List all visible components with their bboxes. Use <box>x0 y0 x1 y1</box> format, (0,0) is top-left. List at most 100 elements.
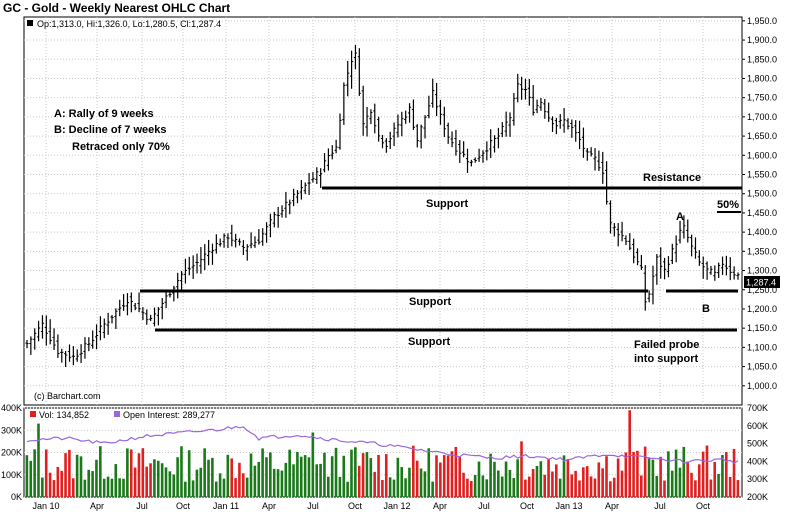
volume-bar <box>218 473 222 497</box>
ohlc-bar <box>380 135 385 149</box>
ohlc-bar <box>531 85 535 116</box>
volume-bar <box>651 459 655 497</box>
ohlc-bar <box>446 122 450 144</box>
volume-bar <box>187 450 191 497</box>
ohlc-bar <box>628 233 632 251</box>
volume-bar <box>396 457 400 497</box>
ohlc-bar <box>442 106 446 138</box>
ohlc-bar <box>295 190 300 204</box>
ohlc-bar <box>172 285 176 302</box>
volume-bar <box>214 481 218 497</box>
ohlc-bar <box>388 131 392 150</box>
ohlc-bar <box>33 328 37 350</box>
ohlc-bar <box>396 114 400 138</box>
ohlc-bar <box>377 116 381 142</box>
oi-legend-swatch <box>114 411 120 417</box>
volume-bar <box>392 479 396 497</box>
volume-bar <box>381 480 384 497</box>
volume-bar <box>99 446 102 497</box>
ohlc-bar <box>438 99 443 125</box>
ohlc-bar <box>558 114 562 129</box>
ohlc-bar <box>191 255 195 279</box>
ohlc-bar <box>400 111 404 137</box>
volume-bar <box>129 449 133 497</box>
volume-bar <box>717 473 720 497</box>
volume-bar <box>272 468 276 497</box>
volume-bar <box>102 478 106 497</box>
price-tick-label: 1,250.0 <box>747 285 777 295</box>
volume-bar <box>655 475 659 497</box>
volume-bar <box>667 451 670 497</box>
x-tick-label: Oct <box>696 501 711 511</box>
ohlc-readout-marker <box>27 20 33 26</box>
ohlc-bar <box>268 213 273 238</box>
x-tick-label: Jul <box>307 501 319 511</box>
ohlc-bar <box>570 119 574 138</box>
ohlc-bar <box>187 256 191 276</box>
volume-bar <box>249 453 253 497</box>
volume-bar <box>419 468 423 497</box>
ohlc-bar <box>473 157 477 163</box>
volume-bar <box>234 478 237 497</box>
price-tick-label: 1,500.0 <box>747 189 777 199</box>
volume-bar <box>415 460 419 497</box>
ohlc-bar <box>520 76 524 100</box>
volume-bar <box>412 445 415 497</box>
annotation-support-mid: Support <box>409 296 451 308</box>
volume-bar <box>133 467 137 497</box>
ohlc-bar <box>64 350 68 368</box>
ohlc-bar <box>697 250 701 266</box>
ohlc-bar <box>94 324 99 350</box>
ohlc-bar <box>253 236 257 248</box>
ohlc-bar <box>701 256 705 279</box>
ohlc-bar <box>732 266 736 280</box>
volume-bar <box>728 477 732 497</box>
last-price-tag-box <box>744 276 780 288</box>
volume-bar <box>180 446 183 497</box>
ohlc-bar <box>427 95 431 119</box>
ohlc-bar <box>249 232 253 249</box>
ohlc-bar <box>110 315 114 324</box>
volume-bar <box>327 476 330 497</box>
ohlc-bar <box>349 50 354 89</box>
ohlc-bar <box>230 224 234 247</box>
volume-bar <box>454 446 458 497</box>
volume-bar <box>466 478 469 497</box>
volume-bar <box>311 432 315 497</box>
volume-bar <box>520 441 523 497</box>
ohlc-bar <box>724 255 729 276</box>
volume-bar <box>41 477 44 497</box>
volume-bar <box>299 456 303 497</box>
oi-tick-label: 400K <box>747 456 768 466</box>
volume-bar <box>500 476 504 497</box>
ohlc-bar <box>574 120 578 142</box>
price-tick-label: 1,000.0 <box>747 381 777 391</box>
ohlc-bar <box>585 148 589 161</box>
ohlc-bar <box>145 309 149 325</box>
volume-bar <box>265 457 268 497</box>
volume-bar <box>373 471 376 497</box>
x-tick-label: Jan 12 <box>383 501 410 511</box>
volume-bar <box>686 461 689 497</box>
ohlc-bar <box>465 148 470 173</box>
volume-bar <box>52 480 56 497</box>
price-tick-label: 1,400.0 <box>747 227 777 237</box>
volume-bar <box>732 448 736 497</box>
ohlc-bar <box>361 85 365 136</box>
volume-bar <box>83 479 87 497</box>
ohlc-bar <box>98 316 103 341</box>
ohlc-bar <box>156 307 160 326</box>
ohlc-bar <box>56 334 60 358</box>
ohlc-bar <box>133 302 137 311</box>
ohlc-bar <box>203 244 207 271</box>
volume-bar <box>319 463 322 497</box>
volume-bar <box>589 476 593 497</box>
x-tick-label: Jul <box>136 501 148 511</box>
oi-legend-label: Open Interest: 289,277 <box>123 410 215 420</box>
ohlc-bar <box>288 199 292 215</box>
annotation-decline: B: Decline of 7 weeks <box>54 124 167 136</box>
ohlc-bar <box>682 215 686 239</box>
ohlc-bar <box>365 106 369 137</box>
ohlc-bar <box>342 82 346 125</box>
ohlc-bar <box>655 253 659 285</box>
